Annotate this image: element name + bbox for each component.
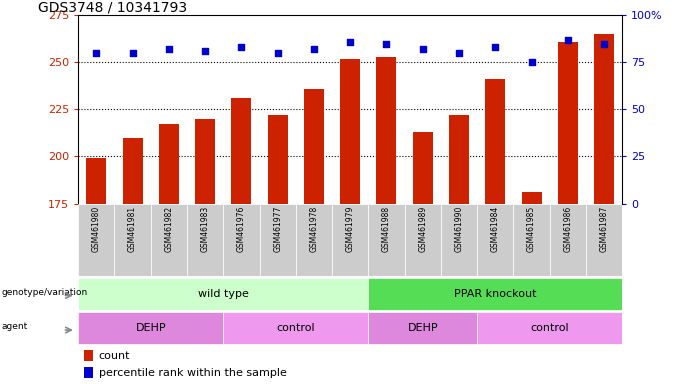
Text: DEHP: DEHP <box>407 323 438 333</box>
Text: GSM461983: GSM461983 <box>201 206 209 252</box>
Point <box>272 50 283 56</box>
Point <box>200 48 211 54</box>
Bar <box>151 204 187 276</box>
Bar <box>304 89 324 204</box>
Bar <box>122 138 143 204</box>
Text: GSM461977: GSM461977 <box>273 206 282 252</box>
Bar <box>86 158 106 204</box>
Text: agent: agent <box>1 322 28 331</box>
Bar <box>195 119 215 204</box>
Point <box>490 44 500 50</box>
Point <box>526 60 537 66</box>
Point <box>598 41 609 47</box>
Point <box>309 46 320 52</box>
Point <box>163 46 174 52</box>
Point <box>91 50 102 56</box>
Text: PPAR knockout: PPAR knockout <box>454 289 537 299</box>
Text: GSM461986: GSM461986 <box>563 206 573 252</box>
Bar <box>84 350 93 361</box>
Bar <box>594 34 614 204</box>
Bar <box>413 132 432 204</box>
Bar <box>260 204 296 276</box>
Bar <box>223 204 260 276</box>
Text: wild type: wild type <box>198 289 249 299</box>
Text: GSM461976: GSM461976 <box>237 206 246 252</box>
Text: GSM461981: GSM461981 <box>128 206 137 252</box>
Bar <box>159 124 179 204</box>
Bar <box>486 79 505 204</box>
Point <box>345 39 356 45</box>
Bar <box>296 204 332 276</box>
Bar <box>558 42 578 204</box>
Text: genotype/variation: genotype/variation <box>1 288 88 296</box>
Bar <box>441 204 477 276</box>
Text: GSM461984: GSM461984 <box>491 206 500 252</box>
Text: GSM461985: GSM461985 <box>527 206 536 252</box>
Bar <box>332 204 369 276</box>
Bar <box>477 204 513 276</box>
Bar <box>223 313 369 344</box>
Text: GSM461987: GSM461987 <box>600 206 609 252</box>
Bar <box>477 313 622 344</box>
Point <box>562 37 573 43</box>
Text: GSM461990: GSM461990 <box>454 206 464 252</box>
Point <box>127 50 138 56</box>
Bar <box>449 115 469 204</box>
Bar <box>549 204 586 276</box>
Point <box>236 44 247 50</box>
Bar <box>78 204 114 276</box>
Text: control: control <box>530 323 569 333</box>
Point <box>381 41 392 47</box>
Point <box>454 50 464 56</box>
Text: percentile rank within the sample: percentile rank within the sample <box>99 368 287 378</box>
Bar <box>369 313 477 344</box>
Bar <box>114 204 151 276</box>
Bar <box>231 98 252 204</box>
Bar <box>78 278 369 310</box>
Bar <box>84 367 93 378</box>
Text: count: count <box>99 351 131 361</box>
Bar <box>405 204 441 276</box>
Text: GSM461989: GSM461989 <box>418 206 427 252</box>
Bar <box>522 192 541 204</box>
Bar <box>340 59 360 204</box>
Bar <box>268 115 288 204</box>
Text: GSM461979: GSM461979 <box>345 206 355 252</box>
Bar <box>513 204 549 276</box>
Text: DEHP: DEHP <box>135 323 166 333</box>
Bar <box>586 204 622 276</box>
Bar <box>377 57 396 204</box>
Text: GSM461980: GSM461980 <box>92 206 101 252</box>
Text: control: control <box>277 323 315 333</box>
Text: GSM461988: GSM461988 <box>382 206 391 252</box>
Text: GSM461978: GSM461978 <box>309 206 318 252</box>
Bar <box>369 204 405 276</box>
Text: GSM461982: GSM461982 <box>165 206 173 252</box>
Bar <box>369 278 622 310</box>
Point <box>418 46 428 52</box>
Bar <box>78 313 223 344</box>
Bar <box>187 204 223 276</box>
Text: GDS3748 / 10341793: GDS3748 / 10341793 <box>37 1 187 15</box>
